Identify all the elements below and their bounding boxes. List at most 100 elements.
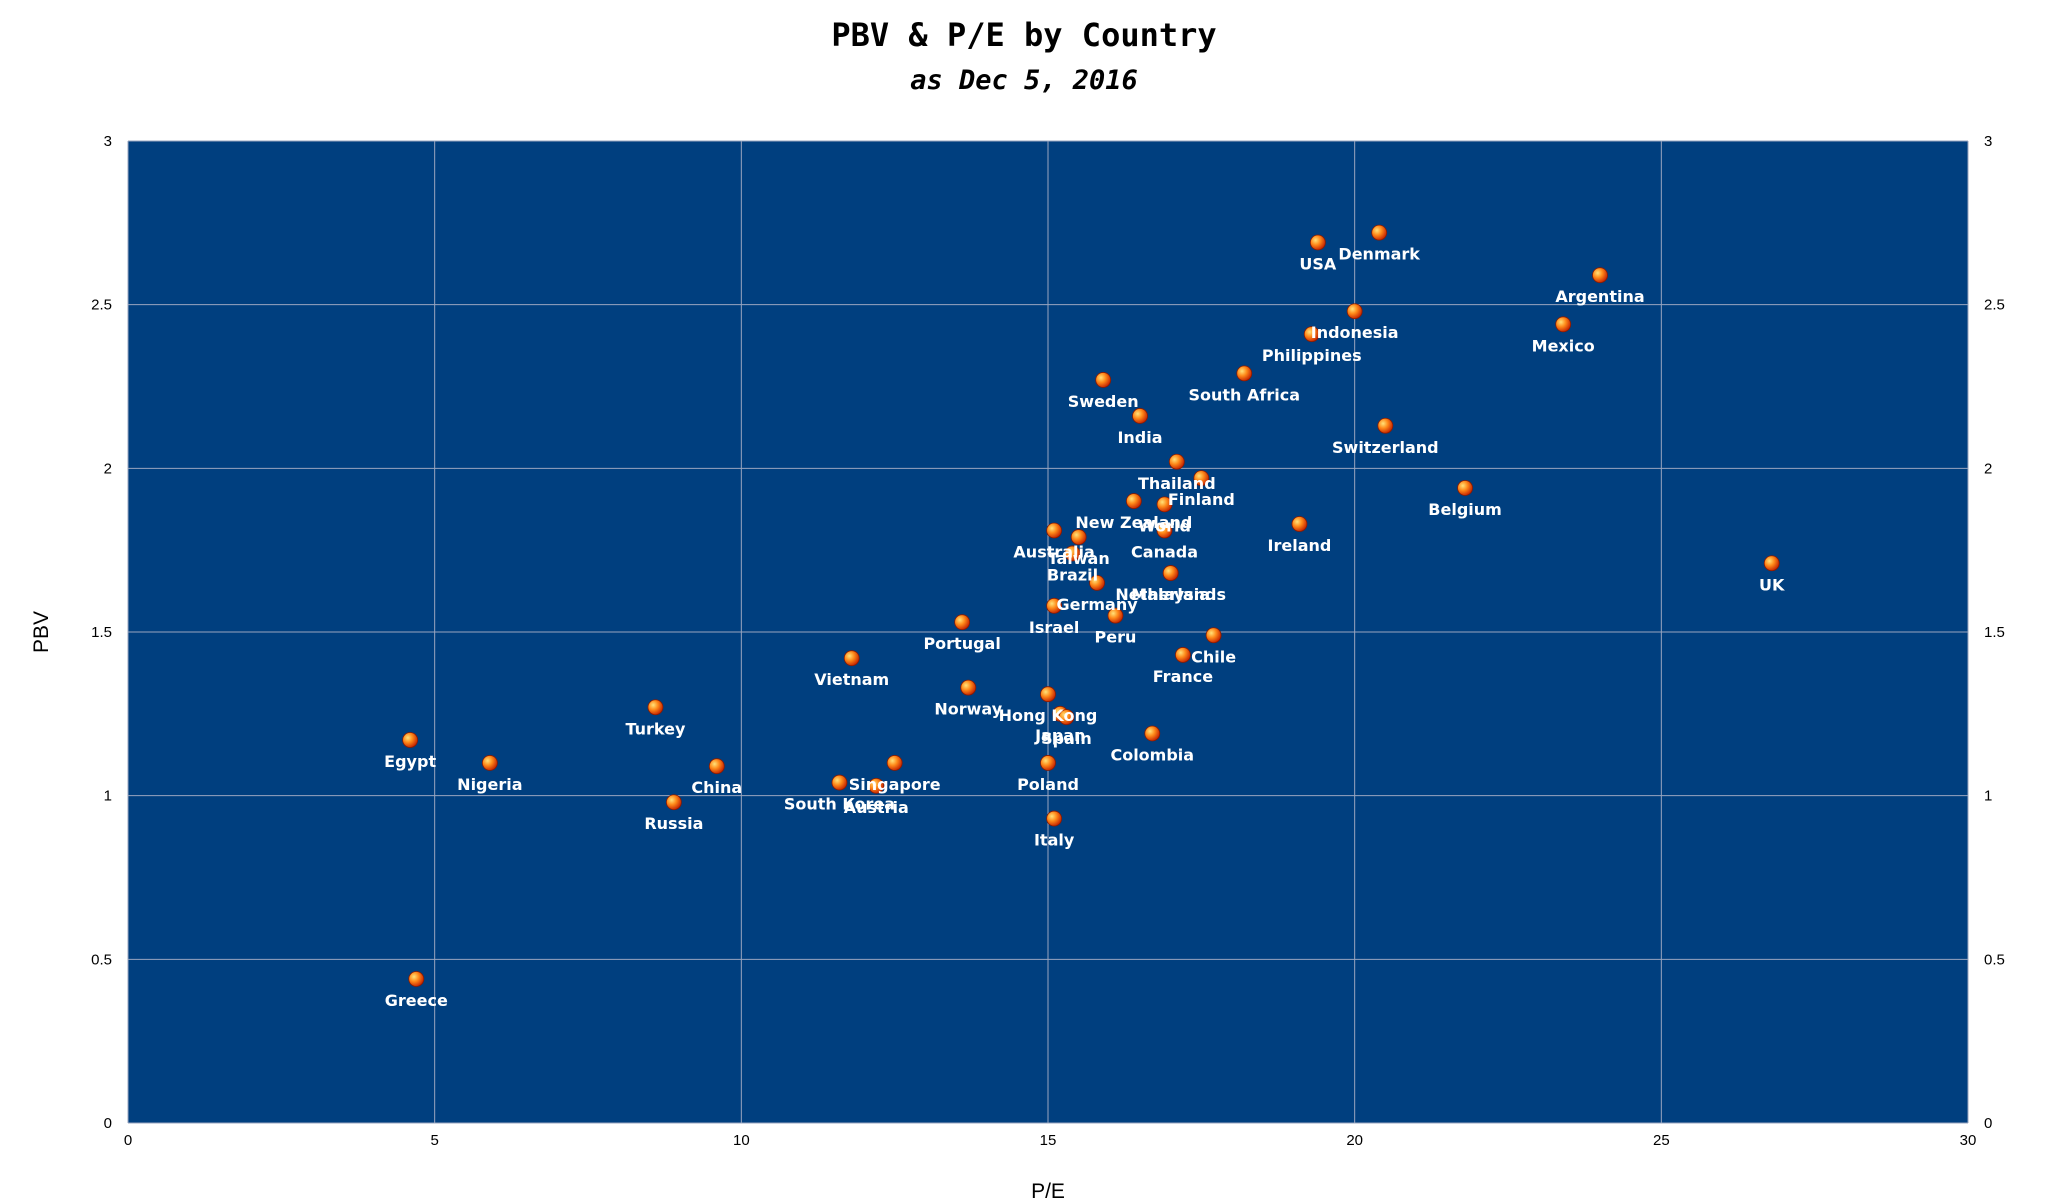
data-point bbox=[1046, 597, 1063, 614]
data-point bbox=[1156, 522, 1173, 539]
data-point-label: Israel bbox=[1029, 618, 1080, 637]
data-point bbox=[408, 971, 425, 987]
data-point-label: World bbox=[1138, 516, 1191, 535]
data-point-label: Belgium bbox=[1428, 500, 1502, 519]
y-tick-label-right: 0.5 bbox=[1984, 951, 2005, 968]
data-point bbox=[868, 777, 885, 794]
data-point-label: Argentina bbox=[1555, 287, 1644, 306]
data-point bbox=[1763, 555, 1780, 572]
y-tick-label: 1.5 bbox=[91, 624, 112, 641]
data-point bbox=[1193, 470, 1210, 487]
y-tick-label-right: 3 bbox=[1984, 133, 1992, 150]
x-tick-label: 0 bbox=[124, 1132, 132, 1149]
data-point bbox=[1156, 496, 1173, 513]
data-point-label: Russia bbox=[644, 814, 703, 833]
data-point bbox=[1377, 417, 1394, 434]
data-point-label: Portugal bbox=[923, 634, 1000, 653]
data-point-label: Thailand bbox=[1138, 474, 1216, 493]
data-point bbox=[481, 755, 498, 771]
data-point-label: Peru bbox=[1095, 628, 1137, 647]
data-point-label: France bbox=[1153, 667, 1213, 686]
x-axis-label: P/E bbox=[1031, 1180, 1065, 1202]
data-point-label: Netherlands bbox=[1115, 585, 1226, 604]
data-point-label: Spain bbox=[1041, 729, 1092, 748]
data-point bbox=[960, 679, 977, 696]
data-point-label: Chile bbox=[1191, 647, 1236, 666]
data-point bbox=[1040, 755, 1056, 771]
data-point bbox=[665, 794, 682, 811]
data-point-label: India bbox=[1117, 428, 1162, 447]
data-point-label: China bbox=[691, 778, 742, 797]
y-tick-label: 1 bbox=[104, 788, 112, 805]
data-point bbox=[1346, 303, 1363, 320]
grid bbox=[127, 140, 1969, 1124]
data-point-label: Austria bbox=[844, 798, 909, 817]
y-tick-label-right: 2.5 bbox=[1984, 297, 2005, 314]
x-tick-label: 20 bbox=[1346, 1132, 1363, 1149]
y-tick-label-right: 1.5 bbox=[1984, 624, 2005, 641]
data-point bbox=[708, 758, 725, 775]
markers bbox=[402, 224, 1780, 987]
y-tick-label-right: 2 bbox=[1984, 460, 1992, 477]
data-point bbox=[1175, 647, 1191, 663]
data-point-label: Indonesia bbox=[1311, 323, 1399, 342]
data-point bbox=[1291, 516, 1308, 532]
data-point-label: Singapore bbox=[849, 775, 941, 794]
x-tick-label: 25 bbox=[1653, 1132, 1670, 1149]
data-point bbox=[1040, 686, 1056, 703]
data-point bbox=[1144, 725, 1161, 742]
data-point bbox=[647, 699, 664, 716]
data-point-label: Germany bbox=[1056, 595, 1138, 614]
data-point-label: USA bbox=[1299, 254, 1337, 273]
data-point-label: Brazil bbox=[1047, 565, 1098, 584]
data-point-label: Nigeria bbox=[457, 775, 522, 794]
data-point-label: South Africa bbox=[1189, 385, 1301, 404]
data-point bbox=[1371, 224, 1388, 241]
data-point bbox=[1205, 627, 1222, 644]
data-point bbox=[1089, 575, 1105, 591]
chart-subtitle: as Dec 5, 2016 bbox=[910, 65, 1138, 96]
data-point-label: Hong Kong bbox=[999, 706, 1098, 725]
data-point-label: Taiwan bbox=[1048, 549, 1110, 568]
data-point-label: Switzerland bbox=[1332, 438, 1439, 457]
data-point bbox=[1309, 234, 1326, 251]
y-tick-label-right: 0 bbox=[1984, 1115, 1992, 1132]
data-point-label: Egypt bbox=[384, 752, 436, 771]
y-tick-label: 3 bbox=[104, 133, 112, 150]
data-point bbox=[1046, 522, 1063, 539]
data-point-label: Italy bbox=[1034, 831, 1075, 850]
data-point-label: Norway bbox=[934, 700, 1002, 719]
data-point bbox=[843, 650, 860, 667]
data-point bbox=[831, 774, 848, 791]
x-tick-label: 5 bbox=[430, 1132, 438, 1149]
data-point-label: Poland bbox=[1017, 775, 1079, 794]
y-axis-label: PBV bbox=[30, 611, 53, 653]
y-tick-label: 2.5 bbox=[91, 297, 112, 314]
data-point-label: Mexico bbox=[1532, 336, 1595, 355]
data-point-label: Sweden bbox=[1068, 392, 1139, 411]
axis-ticks: 0 5 10 15 20 25 300 00.5 0.51 11.5 1.52 22.5 2.53 3 bbox=[91, 133, 2005, 1149]
data-point bbox=[1555, 316, 1572, 333]
data-point-label: Canada bbox=[1131, 543, 1198, 562]
data-point bbox=[1168, 453, 1185, 470]
chart-title: PBV & P/E by Country bbox=[831, 16, 1216, 54]
data-point bbox=[1236, 365, 1253, 382]
data-point bbox=[954, 614, 971, 631]
data-point-label: Finland bbox=[1168, 490, 1235, 509]
data-point-label: Philippines bbox=[1262, 346, 1362, 365]
data-point bbox=[1058, 709, 1075, 726]
data-point-label: Australia bbox=[1013, 543, 1094, 562]
x-tick-label: 15 bbox=[1040, 1132, 1057, 1149]
x-tick-label: 10 bbox=[733, 1132, 750, 1149]
data-point bbox=[1162, 565, 1179, 581]
data-point-label: New Zealand bbox=[1075, 513, 1192, 532]
data-point bbox=[1592, 267, 1608, 284]
data-point bbox=[402, 732, 419, 748]
data-point-label: UK bbox=[1759, 575, 1785, 594]
data-point bbox=[886, 755, 903, 771]
y-tick-label-right: 1 bbox=[1984, 788, 1992, 805]
data-point bbox=[1132, 408, 1148, 424]
